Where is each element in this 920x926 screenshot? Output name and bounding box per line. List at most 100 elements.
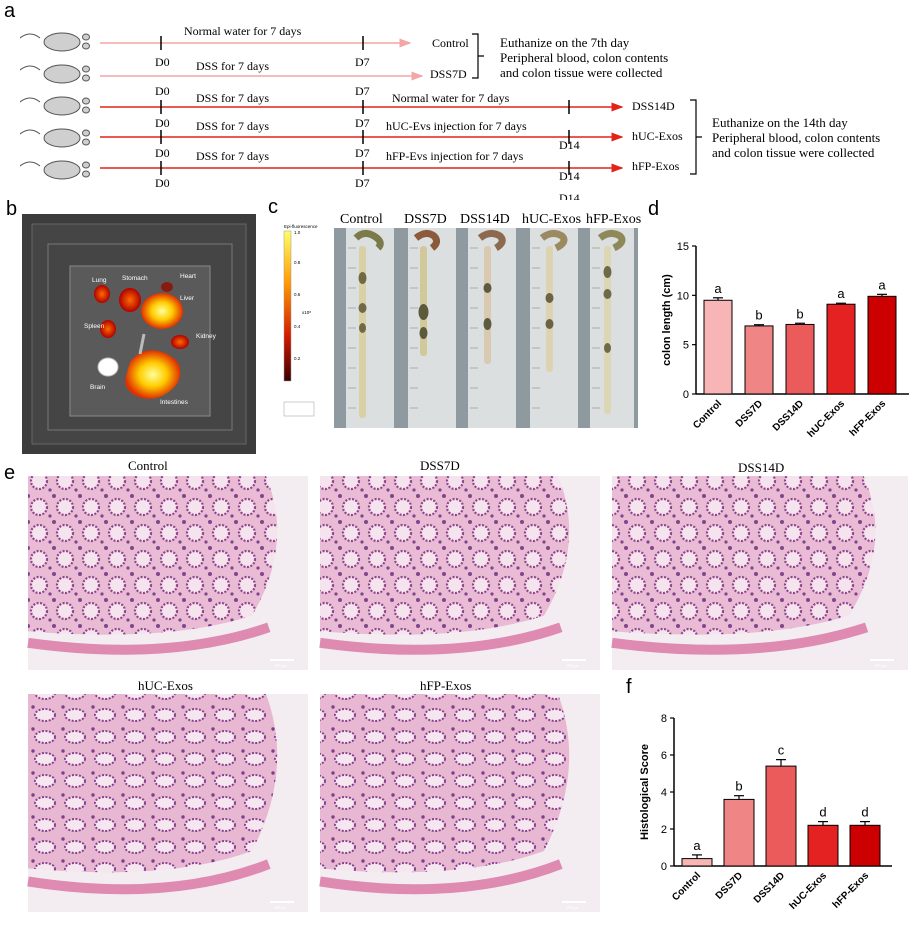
mouse-icon bbox=[19, 64, 90, 84]
bracket-7d bbox=[472, 33, 484, 79]
bar bbox=[867, 295, 897, 395]
histology-image: 100 μm bbox=[319, 476, 600, 670]
significance-letter: a bbox=[878, 277, 886, 292]
svg-text:D14: D14 bbox=[559, 138, 580, 152]
group-label-hfp: hFP-Exos bbox=[632, 159, 680, 173]
group-label-dss14d: DSS14D bbox=[632, 99, 675, 113]
organ-brain bbox=[97, 357, 119, 377]
svg-text:0.4: 0.4 bbox=[294, 324, 301, 329]
svg-text:D7: D7 bbox=[355, 116, 370, 130]
svg-text:D14: D14 bbox=[559, 169, 580, 183]
svg-text:D7: D7 bbox=[355, 146, 370, 160]
svg-text:0.6: 0.6 bbox=[294, 292, 301, 297]
significance-letter: b bbox=[796, 306, 803, 321]
histology-title: hFP-Exos bbox=[420, 678, 472, 693]
colon-label: hFP-Exos bbox=[586, 212, 642, 227]
x-tick-label: hFP-Exos bbox=[831, 870, 872, 911]
colon-label: DSS7D bbox=[404, 212, 447, 227]
bar bbox=[826, 303, 856, 395]
fluorescence-image: Lung Stomach Heart Liver Spleen Kidney B… bbox=[22, 214, 256, 454]
svg-text:0.8: 0.8 bbox=[294, 260, 301, 265]
svg-text:D7: D7 bbox=[355, 176, 370, 190]
svg-text:Intestines: Intestines bbox=[160, 399, 189, 406]
bar bbox=[785, 323, 815, 395]
significance-letter: a bbox=[837, 286, 845, 301]
organ-liver bbox=[141, 293, 183, 329]
y-axis-label: colon length (cm) bbox=[661, 274, 673, 366]
svg-text:Euthanize on the 7th day: Euthanize on the 7th day bbox=[500, 35, 630, 50]
y-tick-label: 2 bbox=[661, 824, 667, 836]
histology-image: 100 μm bbox=[27, 476, 308, 670]
histology-title: hUC-Exos bbox=[138, 678, 193, 693]
scale-bar-label: 100 μm bbox=[566, 663, 579, 668]
svg-text:Spleen: Spleen bbox=[84, 323, 105, 330]
panel-letter-d: d bbox=[648, 198, 660, 220]
y-tick-label: 0 bbox=[661, 861, 667, 873]
group-label-control: Control bbox=[432, 36, 469, 50]
significance-letter: d bbox=[819, 805, 826, 820]
histology-title: DSS7D bbox=[420, 458, 460, 473]
bar bbox=[744, 325, 774, 395]
svg-text:Liver: Liver bbox=[180, 295, 195, 302]
svg-text:D7: D7 bbox=[355, 84, 370, 98]
significance-letter: b bbox=[755, 308, 762, 323]
svg-text:and colon tissue were collecte: and colon tissue were collected bbox=[712, 145, 875, 160]
svg-text:1.0: 1.0 bbox=[294, 230, 301, 235]
svg-text:and colon tissue were collecte: and colon tissue were collected bbox=[500, 65, 663, 80]
svg-text:DSS for 7 days: DSS for 7 days bbox=[196, 91, 269, 105]
significance-letter: a bbox=[693, 838, 701, 853]
mouse-icon bbox=[19, 32, 90, 52]
x-tick-label: DSS14D bbox=[752, 870, 787, 905]
svg-text:Stomach: Stomach bbox=[122, 275, 148, 282]
colon-label: Control bbox=[340, 212, 383, 227]
organ-heart bbox=[161, 282, 173, 292]
colon-specimens bbox=[353, 229, 626, 418]
svg-text:DSS for 7 days: DSS for 7 days bbox=[196, 59, 269, 73]
bar bbox=[765, 765, 797, 867]
group-label-dss7d: DSS7D bbox=[430, 67, 467, 81]
svg-text:Heart: Heart bbox=[180, 273, 196, 280]
panel-letter-f: f bbox=[626, 676, 632, 698]
panel-letter-c: c bbox=[268, 196, 278, 218]
svg-text:Peripheral blood, colon conten: Peripheral blood, colon contents bbox=[712, 130, 880, 145]
colon-label: DSS14D bbox=[460, 212, 510, 227]
day-label: D0 bbox=[155, 55, 170, 69]
bracket-14d bbox=[690, 99, 702, 175]
y-tick-label: 10 bbox=[677, 290, 689, 302]
x-tick-label: Control bbox=[670, 870, 703, 903]
svg-text:D0: D0 bbox=[155, 84, 170, 98]
x-tick-label: DSS7D bbox=[714, 870, 745, 901]
svg-text:hUC-Evs injection for 7 days: hUC-Evs injection for 7 days bbox=[386, 119, 527, 133]
svg-text:hFP-Evs injection for 7 days: hFP-Evs injection for 7 days bbox=[386, 149, 524, 163]
histological-score-chart: 0 2 4 6 8 Histological Score a Control b DSS7D c DS… bbox=[639, 713, 892, 912]
scale-bar-label: 100 μm bbox=[874, 663, 887, 668]
svg-text:DSS for 7 days: DSS for 7 days bbox=[196, 119, 269, 133]
histology-image: 100 μm bbox=[27, 694, 308, 912]
significance-letter: b bbox=[735, 779, 742, 794]
svg-text:Lung: Lung bbox=[92, 277, 107, 284]
scale-bar-label: 100 μm bbox=[566, 905, 579, 910]
bar bbox=[849, 824, 881, 867]
day-label: D7 bbox=[355, 55, 370, 69]
svg-text:Peripheral blood, colon conten: Peripheral blood, colon contents bbox=[500, 50, 668, 65]
y-axis-label: Histological Score bbox=[639, 744, 651, 840]
panel-letter-e: e bbox=[4, 462, 16, 484]
significance-letter: c bbox=[778, 743, 785, 758]
organ-kidney bbox=[171, 335, 189, 349]
y-tick-label: 8 bbox=[661, 713, 667, 725]
bar bbox=[723, 798, 755, 867]
svg-text:Epi-fluorescence: Epi-fluorescence bbox=[284, 224, 318, 229]
svg-text:D0: D0 bbox=[155, 176, 170, 190]
mouse-icon bbox=[19, 128, 90, 148]
mouse-icons bbox=[19, 32, 90, 180]
y-tick-label: 15 bbox=[677, 241, 689, 253]
svg-text:0.2: 0.2 bbox=[294, 356, 301, 361]
experiment-schematic: Normal water for 7 days D0 D7 Control DS… bbox=[19, 24, 880, 200]
bar bbox=[681, 858, 713, 867]
bar bbox=[807, 824, 839, 867]
organ-intestines bbox=[125, 350, 181, 399]
svg-text:Kidney: Kidney bbox=[196, 333, 217, 340]
organ-lung bbox=[94, 285, 110, 303]
mouse-icon bbox=[19, 160, 90, 180]
